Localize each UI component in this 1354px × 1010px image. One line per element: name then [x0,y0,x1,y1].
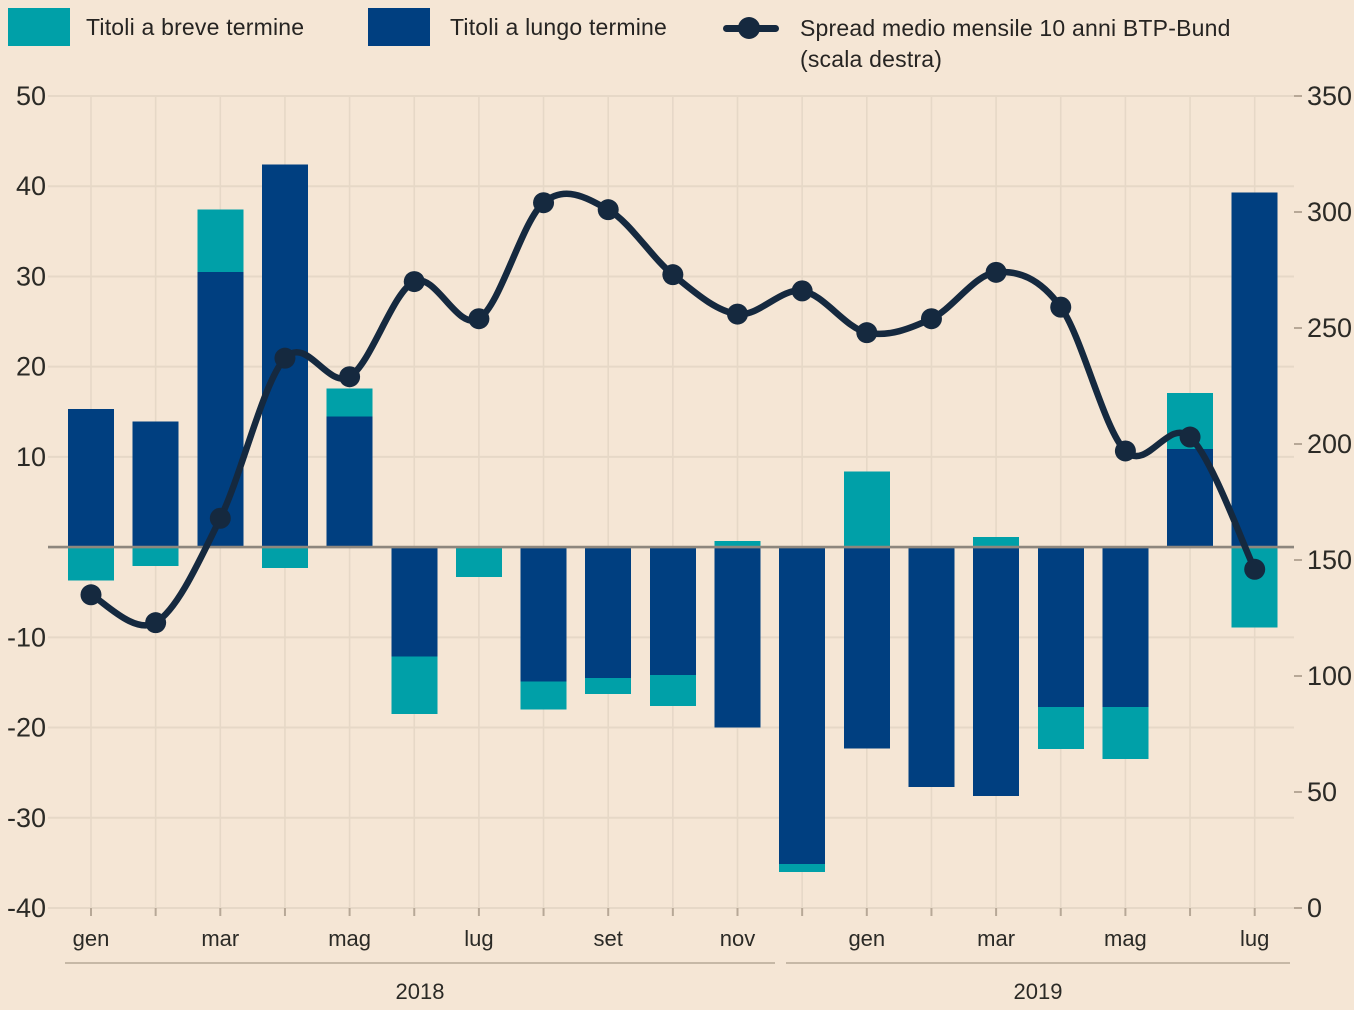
spread-point [1114,440,1136,462]
spread-point [533,192,555,214]
year-label: 2019 [1014,979,1063,1004]
bar-segment-breve [132,547,179,567]
right-axis-tick-label: 350 [1307,81,1352,111]
left-axis-tick-label: 40 [16,171,46,201]
spread-line [87,190,1258,629]
bar-segment-breve [520,681,567,710]
right-axis-tick-label: 150 [1307,545,1352,575]
y-axis-left: 50 40 30 20 10 -10 -20 -30 -40 [7,81,46,923]
right-axis-tick-label: 200 [1307,429,1352,459]
bars [68,164,1278,872]
spread-point [1179,426,1201,448]
bar-segment-lungo [973,547,1020,797]
right-axis-tick-label: 300 [1307,197,1352,227]
left-axis-tick-label: -30 [7,803,46,833]
bar-segment-breve [649,675,696,706]
y-axis-right: 350 300 250 200 150 100 50 0 [1294,81,1352,923]
spread-point [856,322,878,344]
legend-label-spread: Spread medio mensile 10 anni BTP-Bund (s… [800,13,1231,75]
month-label: lug [1240,926,1269,951]
right-axis-tick-label: 0 [1307,893,1322,923]
left-axis-tick-label: 20 [16,352,46,382]
bar-segment-lungo [779,547,826,864]
bar-segment-breve [455,547,502,577]
year-label: 2018 [396,979,445,1004]
spread-point [791,280,813,302]
spread-point [339,366,361,388]
bar-segment-breve [973,537,1020,548]
bar-segment-lungo [714,547,761,728]
month-label: mar [977,926,1015,951]
spread-point [662,264,684,286]
bar-segment-breve [1037,706,1084,750]
bar-segment-breve [261,547,308,568]
month-label: set [594,926,623,951]
bar-segment-breve [326,388,373,417]
spread-point [468,308,490,330]
bar-segment-breve [843,471,890,548]
spread-point [1050,296,1072,318]
bar-segment-lungo [843,547,890,749]
right-axis-tick-label: 250 [1307,313,1352,343]
month-label: lug [464,926,493,951]
legend-label-lungo-termine: Titoli a lungo termine [450,13,668,40]
spread-point [597,199,619,221]
month-label: gen [848,926,885,951]
spread-point [209,507,231,529]
bar-segment-lungo [649,547,696,676]
left-axis-tick-label: 30 [16,261,46,291]
month-label: nov [720,926,755,951]
bar-segment-lungo [1037,547,1084,707]
spread-point [985,261,1007,283]
spread-point [145,612,167,634]
legend-line-marker-icon [738,17,760,39]
bar-segment-lungo [68,409,114,548]
spread-point [274,347,296,369]
bar-segment-lungo [1102,547,1149,707]
month-label: mar [201,926,239,951]
left-axis-tick-label: -10 [7,622,46,652]
bar-segment-breve [779,863,826,872]
bar-segment-lungo [585,547,632,678]
spread-point [80,584,102,606]
bar-segment-breve [68,547,114,581]
legend-label-breve-termine: Titoli a breve termine [86,13,305,40]
bar-segment-breve [714,540,761,548]
right-axis-tick-label: 50 [1307,777,1337,807]
bar-segment-breve [391,656,438,715]
spread-line-series [80,190,1266,634]
bar-segment-breve [1102,706,1149,760]
spread-point [920,308,942,330]
left-axis-tick-label: -40 [7,893,46,923]
bar-segment-lungo [520,547,567,682]
bar-segment-lungo [132,421,179,548]
legend-swatch-lungo-termine [368,8,430,46]
spread-point [403,271,425,293]
x-axis: gen mar mag lug set nov gen mar mag lug 2018 2019 [65,908,1290,1004]
bar-segment-lungo [391,547,438,657]
legend-label-spread-line2: (scala destra) [800,46,943,72]
spread-point [1244,558,1266,580]
month-label: mag [1104,926,1147,951]
legend-label-spread-line1: Spread medio mensile 10 anni BTP-Bund [800,15,1231,41]
left-axis-tick-label: -20 [7,713,46,743]
left-axis-tick-label: 50 [16,81,46,111]
left-axis-tick-label: 10 [16,442,46,472]
bar-segment-lungo [197,271,244,548]
bar-segment-lungo [1231,192,1278,548]
bar-segment-breve [585,677,632,695]
spread-point [727,303,748,325]
month-label: gen [73,926,110,951]
bar-segment-lungo [908,547,955,788]
bar-segment-lungo [326,416,373,548]
bar-segment-breve [197,209,244,272]
right-axis-tick-label: 100 [1307,661,1352,691]
legend-swatch-breve-termine [8,8,70,46]
month-label: mag [328,926,371,951]
